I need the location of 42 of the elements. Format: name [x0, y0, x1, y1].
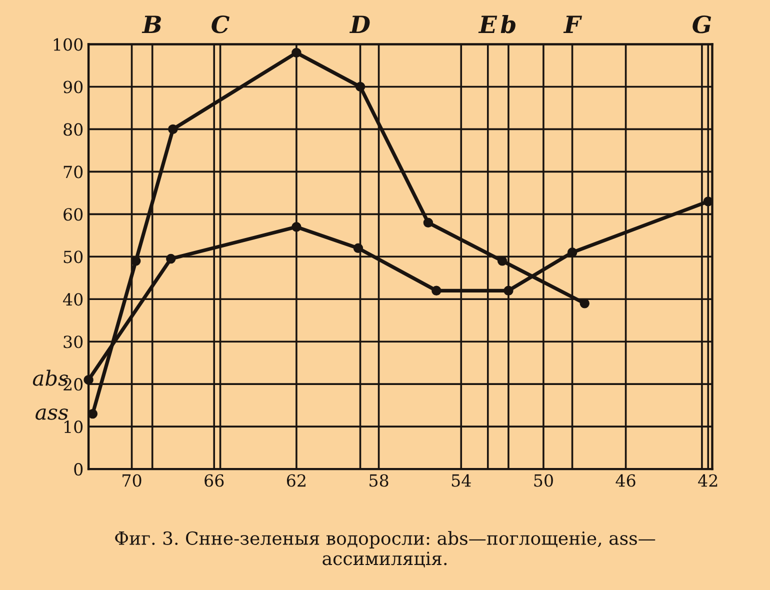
ref-line-label: C: [212, 15, 230, 34]
y-tick-label: 60: [64, 208, 83, 221]
y-tick-label: 100: [54, 38, 83, 51]
x-tick-label: 42: [698, 474, 718, 487]
x-tick-label: 66: [204, 474, 224, 487]
y-tick-label: 70: [64, 166, 83, 178]
x-tick-label: 70: [122, 474, 142, 487]
series-label: ass: [36, 408, 68, 420]
point: [84, 374, 94, 385]
point: [353, 243, 364, 254]
y-tick-label: 90: [64, 80, 83, 94]
ref-line-label: B: [142, 16, 161, 33]
point: [355, 82, 366, 92]
point: [497, 256, 508, 266]
x-tick-label: 54: [452, 474, 471, 487]
ref-line-label: E: [478, 16, 498, 33]
point: [423, 218, 434, 228]
text: Фиг. 3. Снне-зеленыя водоросли: abs—поглощеніе, ass— ассимиляція.: [115, 531, 656, 568]
point: [567, 248, 578, 258]
ref-line-label: D: [349, 16, 370, 33]
point: [580, 298, 590, 308]
y-tick-label: 50: [64, 250, 83, 264]
ref-line-label: F: [563, 16, 582, 33]
y-tick-label: 80: [64, 123, 83, 136]
y-tick-label: 40: [62, 293, 83, 306]
y-tick-label: 30: [64, 336, 83, 348]
x-tick-label: 46: [616, 474, 636, 487]
x-tick-label: 50: [534, 474, 553, 487]
y-tick-label: 10: [64, 420, 83, 434]
ref-line-label: G: [692, 15, 712, 34]
ref-line-label: b: [500, 15, 516, 34]
point: [166, 254, 176, 264]
x-tick-label: 62: [286, 474, 306, 487]
point: [292, 48, 302, 58]
point: [168, 124, 178, 134]
point: [131, 256, 141, 266]
point: [292, 222, 302, 232]
point: [504, 286, 514, 296]
point: [432, 286, 442, 296]
x-tick-label: 58: [370, 474, 388, 487]
point: [703, 196, 713, 206]
y-tick-label: 0: [74, 463, 83, 476]
